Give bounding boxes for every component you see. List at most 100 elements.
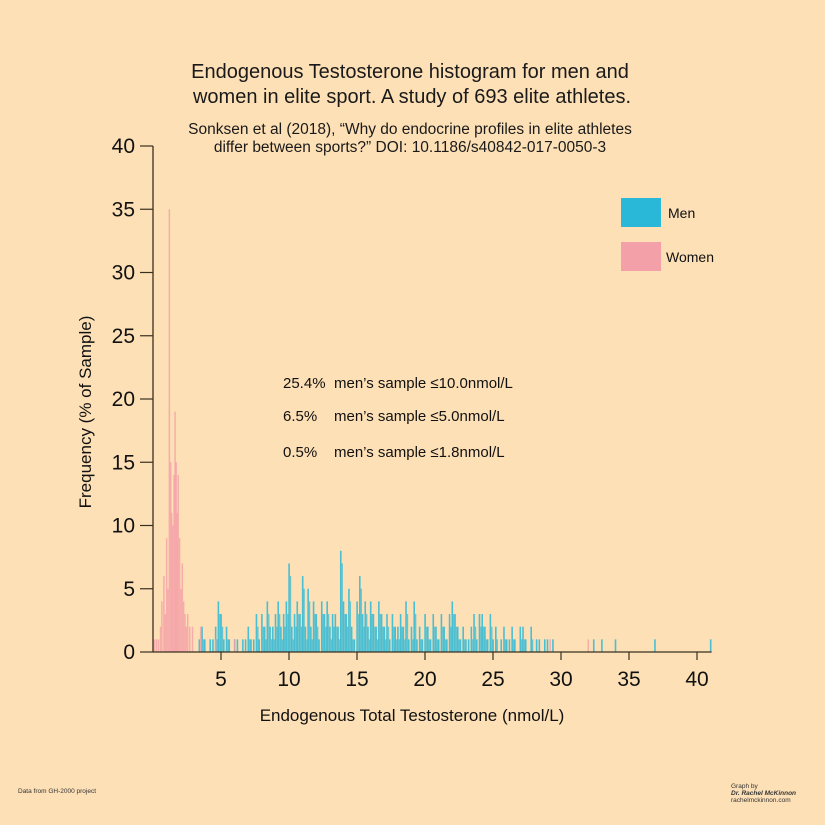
- men-bar: [398, 639, 400, 652]
- men-bar: [491, 626, 493, 652]
- legend-swatch-men: [621, 198, 661, 227]
- men-bar: [383, 626, 386, 652]
- men-bar: [481, 614, 484, 652]
- men-bar: [508, 639, 511, 652]
- men-bar: [363, 626, 365, 652]
- women-bar: [185, 626, 188, 652]
- women-bar: [168, 209, 171, 652]
- men-bar: [388, 639, 391, 652]
- men-bar: [311, 639, 313, 652]
- men-bar: [420, 639, 422, 652]
- women-bar: [169, 462, 172, 652]
- women-bar: [170, 512, 173, 652]
- men-bar: [489, 614, 492, 652]
- men-bar: [385, 639, 387, 652]
- men-bar: [220, 614, 222, 652]
- men-bar: [293, 614, 296, 652]
- men-bar: [353, 639, 356, 652]
- men-bar: [359, 576, 361, 652]
- men-bar: [265, 639, 267, 652]
- men-bar: [378, 601, 380, 652]
- men-bar: [219, 614, 221, 652]
- men-bar: [407, 639, 410, 652]
- men-bar: [341, 563, 343, 652]
- men-bar: [530, 626, 532, 652]
- legend-label-women: Women: [666, 249, 714, 265]
- men-bar: [478, 614, 481, 652]
- men-bar: [435, 626, 437, 652]
- men-bar: [282, 614, 285, 652]
- women-bar: [199, 626, 202, 652]
- men-bar: [429, 639, 432, 652]
- x-tick-label: 35: [617, 668, 640, 691]
- men-bar: [292, 639, 294, 652]
- x-tick-label: 25: [481, 668, 504, 691]
- men-bar: [465, 639, 467, 652]
- men-bar: [252, 639, 255, 652]
- men-bar: [480, 626, 482, 652]
- y-tick-label: 15: [112, 451, 135, 474]
- men-bar: [268, 614, 270, 652]
- men-bar: [504, 639, 507, 652]
- legend: Men Women: [621, 198, 714, 271]
- men-bar: [418, 626, 421, 652]
- y-tick-label: 10: [112, 515, 135, 538]
- women-bar: [163, 576, 165, 652]
- men-bar: [402, 626, 405, 652]
- men-bar: [329, 626, 331, 652]
- men-bar: [521, 639, 523, 652]
- men-bar: [298, 614, 300, 652]
- men-bar: [450, 626, 452, 652]
- men-bar: [416, 639, 418, 652]
- men-bar: [344, 614, 346, 652]
- women-bar: [214, 639, 217, 652]
- men-bar: [270, 639, 273, 652]
- men-bar: [306, 639, 308, 652]
- men-bar: [244, 639, 247, 652]
- women-bar: [164, 614, 167, 652]
- men-bar: [546, 639, 549, 652]
- women-bar: [157, 639, 160, 652]
- women-bar: [165, 538, 168, 652]
- men-bar: [374, 626, 376, 652]
- men-bar: [242, 639, 244, 652]
- annotation-pct-3: 0.5%: [283, 444, 317, 461]
- men-bar: [202, 639, 205, 652]
- men-bar: [337, 626, 339, 652]
- credit-line-2: Dr. Rachel McKinnon: [731, 790, 796, 797]
- women-bars: [153, 209, 589, 652]
- men-bar: [228, 639, 231, 652]
- men-bar: [512, 639, 515, 652]
- women-bar: [161, 601, 163, 652]
- men-bar: [467, 639, 470, 652]
- men-bar: [325, 626, 327, 652]
- men-bar: [318, 639, 320, 652]
- men-bar: [258, 639, 260, 652]
- men-bar: [495, 626, 497, 652]
- x-tick-label: 10: [277, 668, 300, 691]
- men-bar: [276, 626, 278, 652]
- men-bar: [301, 576, 304, 652]
- men-bar: [279, 614, 281, 652]
- men-bar: [453, 614, 455, 652]
- men-bar: [427, 626, 429, 652]
- men-bar: [437, 639, 440, 652]
- men-bar: [421, 639, 424, 652]
- men-bar: [475, 639, 478, 652]
- men-bar: [492, 639, 494, 652]
- annotation-pct-1: 25.4%: [283, 375, 326, 392]
- men-bar: [410, 626, 413, 652]
- men-bar: [462, 626, 464, 652]
- men-bar: [269, 626, 271, 652]
- men-bar: [299, 614, 301, 652]
- men-bar: [212, 639, 214, 652]
- men-bar: [274, 614, 277, 652]
- men-bar: [386, 614, 388, 652]
- women-bar: [176, 512, 178, 652]
- men-bar: [505, 639, 508, 652]
- men-bar: [315, 614, 318, 652]
- men-bar: [380, 614, 383, 652]
- annotations: 25.4% men’s sample ≤10.0nmol/L 6.5% men’…: [283, 375, 513, 461]
- men-bar: [322, 614, 324, 652]
- chart-title-line-1: Endogenous Testosterone histogram for me…: [191, 61, 629, 83]
